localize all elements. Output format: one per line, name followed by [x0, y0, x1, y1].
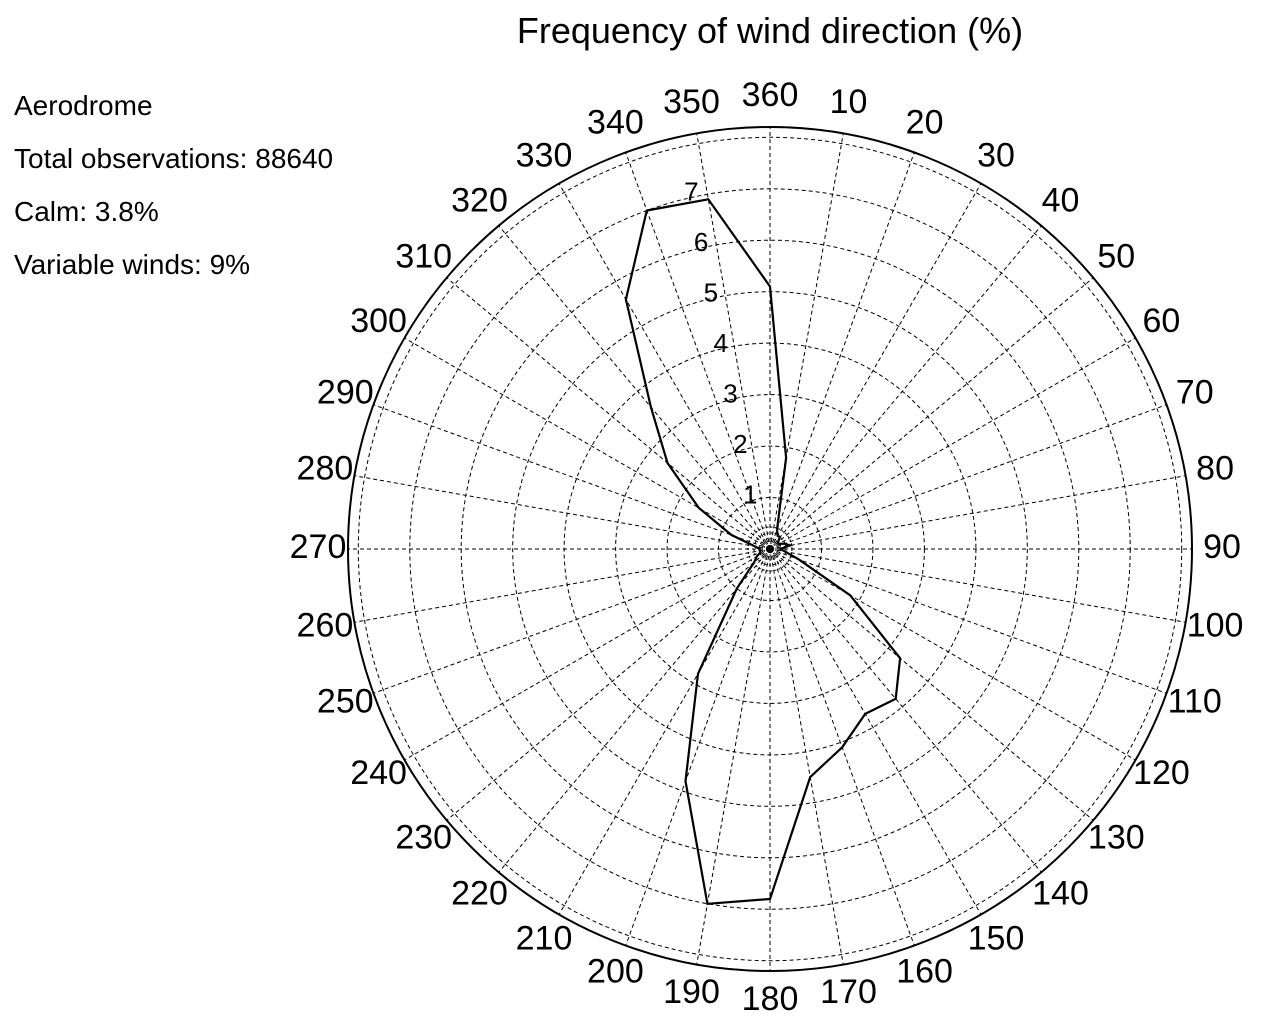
- angle-label: 60: [1142, 302, 1180, 340]
- variable-winds-label: Variable winds: 9%: [14, 249, 251, 280]
- grid-spoke: [769, 548, 1167, 694]
- angle-label: 90: [1203, 528, 1241, 566]
- angle-label: 130: [1088, 818, 1145, 856]
- grid-spoke: [354, 475, 771, 550]
- angle-label: 260: [297, 606, 354, 644]
- angle-label: 10: [830, 83, 868, 121]
- grid-spoke: [769, 225, 1042, 550]
- grid-spoke: [769, 548, 982, 915]
- angle-label: 270: [290, 528, 347, 566]
- angle-label: 210: [516, 919, 573, 957]
- grid-spoke: [769, 337, 1136, 550]
- station-label: Aerodrome: [14, 90, 153, 121]
- center-ring: [763, 542, 777, 556]
- grid-spoke: [373, 404, 771, 550]
- angle-label: 70: [1176, 373, 1214, 411]
- grid-spoke: [354, 548, 771, 623]
- calm-label: Calm: 3.8%: [14, 196, 159, 227]
- grid-spoke: [769, 133, 844, 550]
- angle-label: 110: [1168, 683, 1222, 721]
- angle-label: 150: [968, 919, 1025, 957]
- angle-label: 160: [896, 953, 953, 991]
- angle-label: 190: [663, 973, 720, 1011]
- angle-label: 290: [317, 373, 374, 411]
- grid-spoke: [696, 548, 771, 965]
- radial-tick-label: 6: [694, 227, 708, 257]
- wind-frequency-series: [624, 198, 902, 905]
- grid-spoke: [769, 548, 1042, 873]
- angle-label: 170: [820, 973, 877, 1011]
- grid-spoke: [404, 337, 771, 550]
- grid-spoke: [498, 225, 771, 550]
- grid-circle: [666, 445, 874, 653]
- angle-label: 140: [1032, 874, 1089, 912]
- angle-label: 50: [1097, 237, 1135, 275]
- grid-spoke: [446, 548, 771, 821]
- grid-spoke: [769, 152, 915, 550]
- angle-label: 120: [1133, 754, 1190, 792]
- angle-label: 220: [451, 874, 508, 912]
- radial-tick-label: 7: [684, 176, 698, 206]
- total-observations-label: Total observations: 88640: [14, 143, 334, 174]
- grid-spoke: [769, 548, 1094, 821]
- radial-tick-label: 4: [713, 328, 727, 358]
- grid-spoke: [769, 548, 1136, 761]
- grid-spoke: [373, 548, 771, 694]
- radial-tick-label: 1: [743, 479, 757, 509]
- angle-label: 330: [516, 137, 573, 175]
- grid-spoke: [769, 404, 1167, 550]
- radial-tick-label: 2: [733, 429, 747, 459]
- center-ring: [753, 532, 787, 566]
- angle-label: 180: [742, 980, 799, 1018]
- angle-label: 40: [1042, 182, 1080, 220]
- angle-label: 250: [317, 683, 374, 721]
- grid-spoke: [404, 548, 771, 761]
- grid-spoke: [769, 183, 982, 550]
- grid-circle: [357, 136, 1183, 962]
- radial-tick-label: 3: [723, 378, 737, 408]
- angle-label: 230: [395, 818, 452, 856]
- outer-circle: [347, 126, 1193, 972]
- grid-spoke: [769, 548, 1186, 623]
- grid-spoke: [769, 548, 844, 965]
- angle-label: 240: [350, 754, 407, 792]
- grid-spoke: [446, 277, 771, 550]
- grid-spoke: [696, 133, 771, 550]
- angle-label: 200: [587, 953, 644, 991]
- angle-label: 340: [587, 103, 644, 141]
- angle-label: 310: [395, 237, 452, 275]
- grid-spoke: [558, 183, 771, 550]
- center-dot: [766, 545, 774, 553]
- grid-spoke: [769, 277, 1094, 550]
- angle-label: 280: [297, 449, 354, 487]
- grid-spoke: [625, 548, 771, 946]
- grid-spoke: [625, 152, 771, 550]
- angle-label: 320: [451, 182, 508, 220]
- radial-tick-label: 5: [704, 277, 718, 307]
- angle-label: 360: [742, 76, 799, 114]
- angle-label: 30: [977, 137, 1015, 175]
- angle-label: 350: [663, 83, 720, 121]
- angle-label: 100: [1187, 606, 1244, 644]
- center-ring: [747, 526, 793, 572]
- grid-spoke: [769, 475, 1186, 550]
- grid-spoke: [558, 548, 771, 915]
- grid-spoke: [498, 548, 771, 873]
- angle-label: 80: [1196, 449, 1234, 487]
- angle-label: 300: [350, 302, 407, 340]
- angle-label: 20: [906, 103, 944, 141]
- chart-title: Frequency of wind direction (%): [516, 10, 1024, 51]
